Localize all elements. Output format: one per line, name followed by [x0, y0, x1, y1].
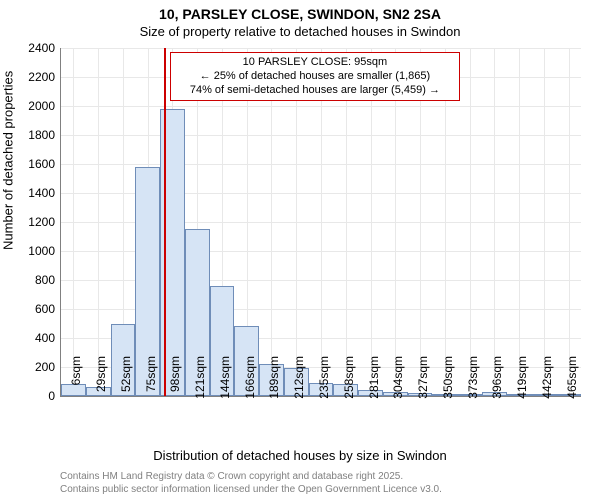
y-tick-label: 1800 [28, 128, 61, 142]
x-tick-label: 29sqm [94, 356, 108, 402]
footer-line-2: Contains public sector information licen… [60, 484, 442, 497]
y-tick-label: 1000 [28, 244, 61, 258]
x-tick-label: 6sqm [69, 356, 83, 402]
x-tick-label: 373sqm [466, 356, 480, 402]
y-tick-label: 600 [35, 302, 61, 316]
x-tick-label: 75sqm [144, 356, 158, 402]
annotation-line: 10 PARSLEY CLOSE: 95sqm [177, 56, 453, 70]
x-tick-label: 121sqm [193, 356, 207, 402]
y-tick-label: 800 [35, 273, 61, 287]
x-tick-label: 166sqm [243, 356, 257, 402]
gridline [73, 48, 74, 396]
gridline [519, 48, 520, 396]
plot-area: 0200400600800100012001400160018002000220… [60, 48, 581, 397]
x-tick-label: 419sqm [515, 356, 529, 402]
x-tick-label: 189sqm [267, 356, 281, 402]
annotation-line: 74% of semi-detached houses are larger (… [177, 84, 453, 98]
chart-container: 10, PARSLEY CLOSE, SWINDON, SN2 2SA Size… [0, 0, 600, 500]
footer-line-1: Contains HM Land Registry data © Crown c… [60, 471, 442, 484]
x-tick-label: 235sqm [317, 356, 331, 402]
x-tick-label: 98sqm [168, 356, 182, 402]
x-tick-label: 442sqm [540, 356, 554, 402]
gridline [544, 48, 545, 396]
chart-title-main: 10, PARSLEY CLOSE, SWINDON, SN2 2SA [0, 6, 600, 22]
gridline [470, 48, 471, 396]
marker-line [164, 48, 166, 396]
x-tick-label: 465sqm [565, 356, 579, 402]
y-tick-label: 2200 [28, 70, 61, 84]
y-tick-label: 200 [35, 360, 61, 374]
gridline [98, 48, 99, 396]
annotation-line: ← 25% of detached houses are smaller (1,… [177, 70, 453, 84]
y-tick-label: 1400 [28, 186, 61, 200]
annotation-box: 10 PARSLEY CLOSE: 95sqm← 25% of detached… [170, 52, 460, 101]
x-tick-label: 396sqm [490, 356, 504, 402]
x-tick-label: 52sqm [119, 356, 133, 402]
x-tick-label: 350sqm [441, 356, 455, 402]
footer-attribution: Contains HM Land Registry data © Crown c… [60, 471, 442, 496]
x-tick-label: 327sqm [416, 356, 430, 402]
y-tick-label: 400 [35, 331, 61, 345]
y-tick-label: 1600 [28, 157, 61, 171]
x-tick-label: 304sqm [391, 356, 405, 402]
y-tick-label: 0 [48, 389, 61, 403]
y-axis-label: Number of detached properties [1, 71, 16, 250]
gridline [569, 48, 570, 396]
y-tick-label: 2400 [28, 41, 61, 55]
y-tick-label: 1200 [28, 215, 61, 229]
x-tick-label: 144sqm [218, 356, 232, 402]
gridline [494, 48, 495, 396]
y-tick-label: 2000 [28, 99, 61, 113]
x-tick-label: 281sqm [367, 356, 381, 402]
x-axis-label: Distribution of detached houses by size … [0, 448, 600, 463]
chart-title-sub: Size of property relative to detached ho… [0, 24, 600, 39]
x-tick-label: 258sqm [342, 356, 356, 402]
x-tick-label: 212sqm [292, 356, 306, 402]
